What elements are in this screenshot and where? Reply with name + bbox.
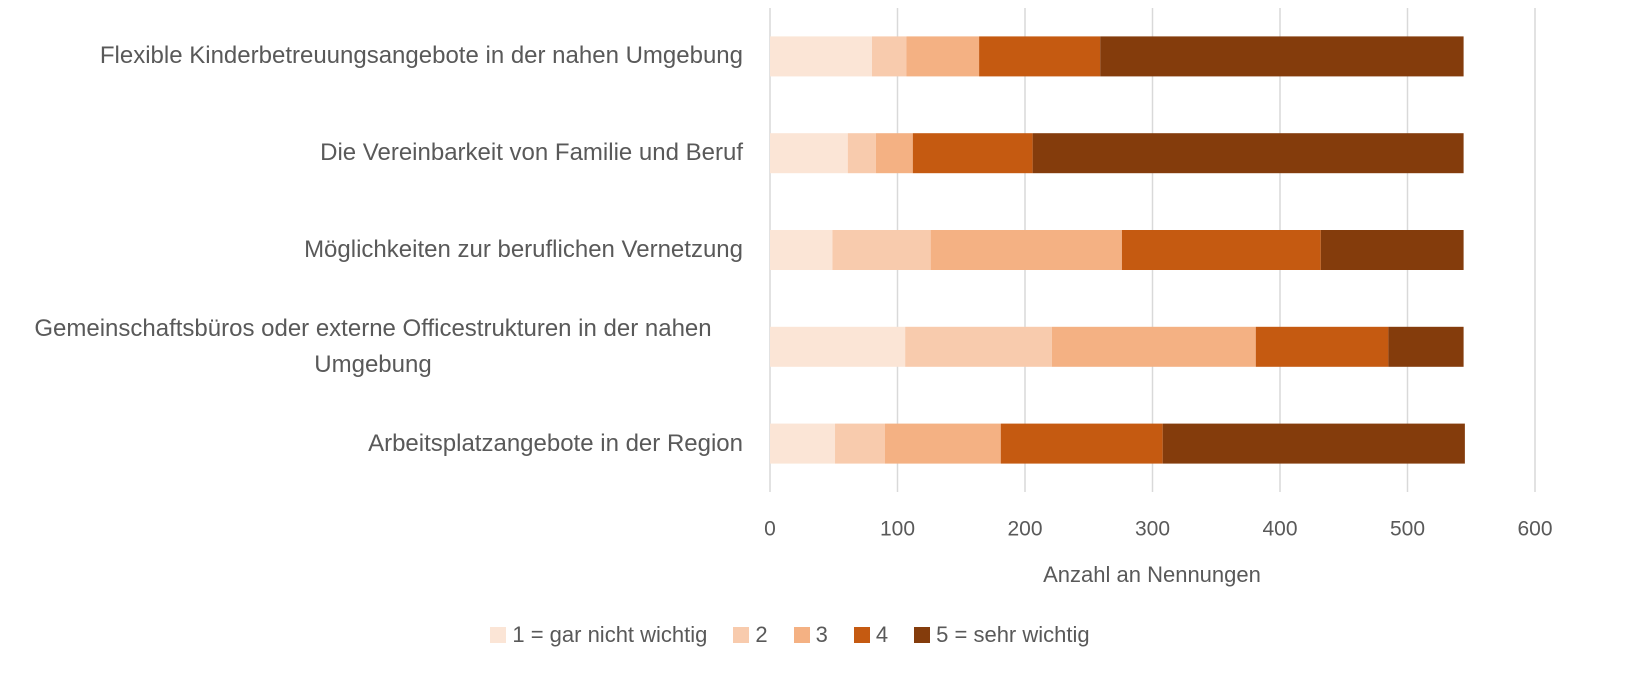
x-tick-label: 300	[1135, 518, 1170, 541]
bar-segment	[770, 133, 848, 174]
legend-label: 3	[815, 622, 828, 647]
x-tick-label: 100	[880, 518, 915, 541]
legend-swatch	[733, 627, 750, 643]
legend-item: 3	[793, 622, 828, 648]
legend-item: 1 = gar nicht wichtig	[490, 622, 707, 648]
bar-segment	[979, 36, 1101, 77]
bar-segment	[1051, 326, 1256, 367]
bar-segment	[1255, 326, 1389, 367]
bar-segment	[875, 133, 913, 174]
bar-segment	[930, 230, 1122, 270]
category-text: Gemeinschaftsbüros oder externe Officest…	[34, 314, 712, 378]
legend-item: 5 = sehr wichtig	[914, 622, 1090, 648]
legend: 1 = gar nicht wichtig 2 3 4 5 = sehr wichtig	[0, 622, 1580, 648]
category-label: Gemeinschaftsbüros oder externe Officest…	[3, 311, 743, 383]
bar-segment	[835, 423, 885, 464]
legend-label: 5 = sehr wichtig	[936, 622, 1090, 647]
bar-segment	[1100, 36, 1464, 77]
bar-segment	[1162, 423, 1465, 464]
bar-segment	[1320, 230, 1464, 270]
category-label: Die Vereinbarkeit von Familie und Beruf	[3, 135, 743, 171]
bar-segment	[906, 36, 980, 77]
x-tick-label: 500	[1390, 518, 1425, 541]
bar-segment	[770, 36, 872, 77]
bar-segment	[884, 423, 1001, 464]
legend-label: 1 = gar nicht wichtig	[512, 622, 708, 647]
bar-segment	[1388, 326, 1464, 367]
legend-label: 4	[875, 622, 889, 647]
x-tick-label: 400	[1262, 518, 1297, 541]
legend-item: 2	[733, 622, 768, 648]
bar-segment	[872, 36, 907, 77]
bar-segment	[1032, 133, 1464, 174]
bar-segment	[847, 133, 876, 174]
legend-swatch	[490, 627, 507, 643]
x-axis-title: Anzahl an Nennungen	[1043, 562, 1261, 587]
x-tick-label: 600	[1517, 518, 1552, 541]
bar-segment	[1121, 230, 1321, 270]
x-tick-label: 200	[1007, 518, 1042, 541]
legend-label: 2	[755, 622, 768, 647]
category-label: Flexible Kinderbetreuungsangebote in der…	[3, 38, 743, 74]
category-text: Arbeitsplatzangebote in der Region	[368, 429, 743, 457]
bar-segment	[1000, 423, 1163, 464]
category-label: Arbeitsplatzangebote in der Region	[3, 426, 743, 462]
bar-segment	[770, 423, 836, 464]
bar-segment	[905, 326, 1052, 367]
legend-swatch	[793, 627, 810, 643]
legend-item: 4	[853, 622, 889, 648]
category-text: Möglichkeiten zur beruflichen Vernetzung	[304, 236, 743, 263]
x-tick-label: 0	[764, 518, 776, 541]
bar-segment	[770, 230, 833, 270]
bar-segment	[832, 230, 931, 270]
legend-swatch	[914, 627, 931, 643]
category-text: Flexible Kinderbetreuungsangebote in der…	[99, 42, 743, 70]
legend-swatch	[853, 627, 870, 643]
category-text: Die Vereinbarkeit von Familie und Beruf	[320, 139, 743, 167]
bar-segment	[770, 326, 906, 367]
bar-segment	[912, 133, 1033, 174]
category-label: Möglichkeiten zur beruflichen Vernetzung	[3, 232, 743, 268]
